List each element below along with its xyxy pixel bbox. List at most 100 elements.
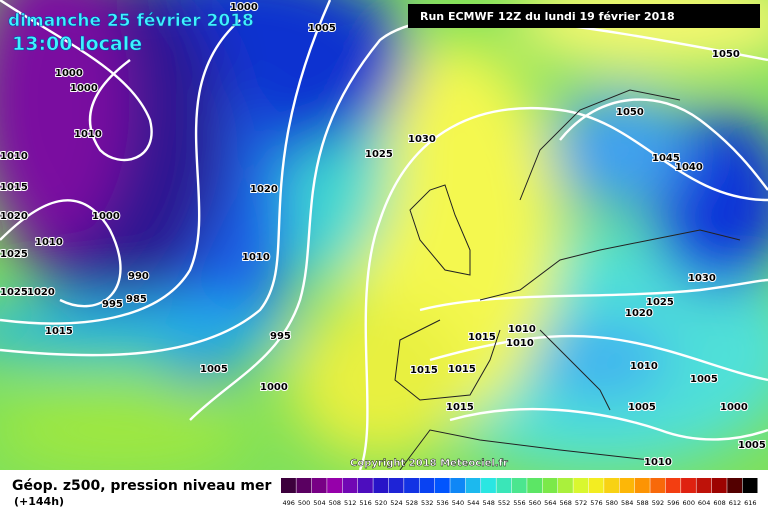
scale-swatch xyxy=(357,478,373,493)
scale-swatch xyxy=(619,478,635,493)
scale-swatch xyxy=(281,478,296,493)
isobar-label: 1010 xyxy=(35,237,63,248)
scale-label: 580 xyxy=(606,499,618,507)
isobar-label: 1005 xyxy=(690,374,718,385)
scale-label: 508 xyxy=(329,499,341,507)
isobar-label: 1050 xyxy=(712,49,740,60)
scale-swatch xyxy=(742,478,758,493)
isobar-label: 1010 xyxy=(506,338,534,349)
isobar-label: 1010 xyxy=(630,361,658,372)
isobar-label: 1025 xyxy=(0,249,28,260)
run-box xyxy=(408,4,760,28)
coastline xyxy=(519,89,681,201)
isobar xyxy=(358,106,768,471)
scale-swatch xyxy=(696,478,712,493)
scale-swatch xyxy=(681,478,696,493)
coastlines xyxy=(394,89,741,471)
scale-label: 592 xyxy=(652,499,664,507)
scale-swatch xyxy=(342,478,358,493)
footer-lead: (+144h) xyxy=(14,495,64,508)
scale-swatch xyxy=(434,478,450,493)
isobar-label: 1005 xyxy=(628,402,656,413)
isobar-label: 1020 xyxy=(250,184,278,195)
scale-label: 524 xyxy=(390,499,402,507)
isobar xyxy=(0,0,153,162)
map-time: 13:00 locale xyxy=(12,33,142,55)
map-date: dimanche 25 février 2018 xyxy=(8,11,254,31)
scale-swatch xyxy=(311,478,327,493)
isobar-label: 1030 xyxy=(688,273,716,284)
isobar-label: 1015 xyxy=(448,364,476,375)
scale-label: 532 xyxy=(421,499,433,507)
scale-label: 548 xyxy=(483,499,495,507)
scale-label: 520 xyxy=(375,499,387,507)
scale-swatch xyxy=(542,478,558,493)
scale-swatch xyxy=(588,478,604,493)
scale-label: 584 xyxy=(621,499,633,507)
scale-swatch xyxy=(650,478,666,493)
scale-swatch xyxy=(388,478,404,493)
height-field xyxy=(0,0,768,470)
isobar-label: 1020 xyxy=(27,287,55,298)
scale-swatch xyxy=(327,478,343,493)
coastline xyxy=(409,184,471,276)
scale-label: 496 xyxy=(282,499,294,507)
isobar-label: 1010 xyxy=(242,252,270,263)
scale-swatch xyxy=(373,478,389,493)
scale-swatch xyxy=(465,478,481,493)
isobar-label: 1000 xyxy=(70,83,98,94)
scale-swatch xyxy=(450,478,466,493)
scale-label: 536 xyxy=(436,499,448,507)
isobar-label: 1025 xyxy=(0,287,28,298)
isobar-label: 1015 xyxy=(0,182,28,193)
run-info: Run ECMWF 12Z du lundi 19 février 2018 xyxy=(420,10,675,23)
scale-swatch xyxy=(481,478,496,493)
isobar-label: 995 xyxy=(102,299,123,310)
isobar-label: 1000 xyxy=(92,211,120,222)
scale-label: 556 xyxy=(513,499,525,507)
footer-title: Géop. z500, pression niveau mer xyxy=(12,478,271,494)
isobar-label: 1005 xyxy=(200,364,228,375)
isobar xyxy=(0,199,122,308)
isobar-label: 1010 xyxy=(74,129,102,140)
isobar-label: 1010 xyxy=(508,324,536,335)
scale-label: 512 xyxy=(344,499,356,507)
isobar-label: 1010 xyxy=(644,457,672,468)
isobar xyxy=(419,278,768,312)
isobar-label: 1020 xyxy=(625,308,653,319)
coastline xyxy=(539,329,611,411)
scale-swatch xyxy=(711,478,727,493)
isobar-label: 1025 xyxy=(365,149,393,160)
scale-swatch xyxy=(496,478,512,493)
scale-swatch xyxy=(573,478,589,493)
scale-swatch xyxy=(404,478,419,493)
scale-label: 612 xyxy=(729,499,741,507)
isobar xyxy=(429,334,768,382)
scale-label: 576 xyxy=(590,499,602,507)
scale-swatch xyxy=(419,478,435,493)
scale-label: 504 xyxy=(313,499,325,507)
isobar-label: 1000 xyxy=(55,68,83,79)
isobar xyxy=(449,407,768,441)
scale-label: 600 xyxy=(683,499,695,507)
isobar-label: 1005 xyxy=(308,23,336,34)
scale-swatch xyxy=(511,478,527,493)
scale-swatch xyxy=(604,478,620,493)
coastline xyxy=(394,319,501,401)
copyright: Copyright 2018 Meteociel.fr xyxy=(350,458,508,469)
isobar-label: 995 xyxy=(270,331,291,342)
isobar-label: 1050 xyxy=(616,107,644,118)
scale-label: 560 xyxy=(529,499,541,507)
isobar-label: 1040 xyxy=(675,162,703,173)
isobar-label: 990 xyxy=(128,271,149,282)
isobar xyxy=(559,98,768,191)
scale-swatch xyxy=(557,478,573,493)
scale-label: 608 xyxy=(713,499,725,507)
isobar xyxy=(0,19,241,325)
coastline xyxy=(399,429,651,471)
isobar-label: 1030 xyxy=(408,134,436,145)
scale-label: 552 xyxy=(498,499,510,507)
scale-label: 568 xyxy=(559,499,571,507)
isobar-label: 1020 xyxy=(0,211,28,222)
